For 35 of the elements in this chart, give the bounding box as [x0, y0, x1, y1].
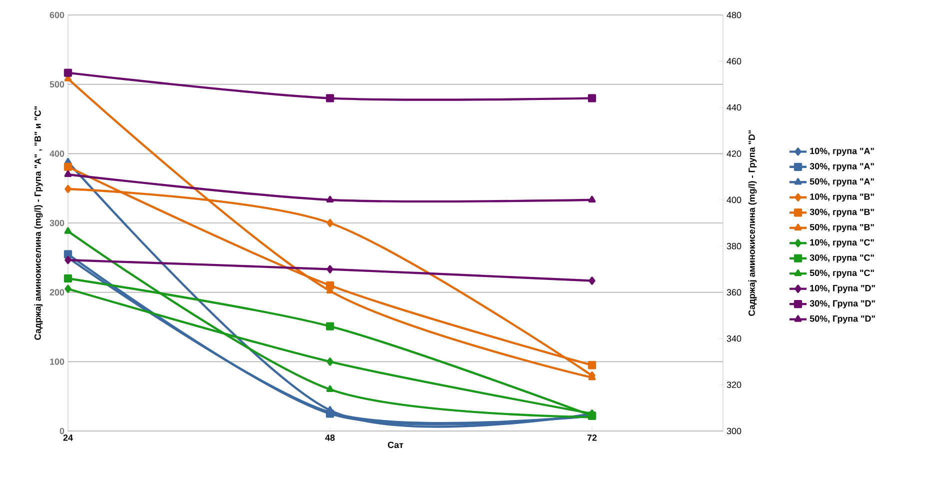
- y-tick-label: 200: [50, 289, 64, 296]
- x-axis-title: Сат: [388, 442, 404, 448]
- legend-label: 50%, група "A": [810, 178, 874, 186]
- y-tick-label: 300: [50, 220, 64, 226]
- y-tick-label: 400: [50, 150, 64, 157]
- legend-label: 10%, група "A": [810, 148, 874, 156]
- x-tick-label: 24: [63, 434, 73, 441]
- x-tick-label: 72: [587, 434, 597, 441]
- y2-tick-label: 340: [726, 335, 742, 342]
- y2-tick-label: 440: [726, 104, 742, 111]
- legend-label: 30%, група "B": [810, 208, 874, 217]
- legend-label: 10%, Група "D": [810, 284, 875, 294]
- y2-tick-label: 460: [726, 58, 742, 64]
- legend-label: 50%, група "C": [810, 270, 874, 278]
- y2-tick-label: 420: [726, 150, 742, 157]
- legend-label: 30%, група "A": [810, 163, 874, 172]
- y2-axis-title: Садржај аминокиселина (mg/l) - Група "D": [748, 130, 757, 316]
- legend-label: 50%, група "B": [810, 224, 874, 232]
- legend-label: 10%, група "B": [810, 194, 874, 202]
- y2-tick-label: 360: [726, 289, 742, 296]
- y2-tick-label: 380: [726, 242, 742, 250]
- y2-tick-label: 480: [726, 12, 742, 18]
- y-tick-label: 500: [50, 81, 64, 88]
- y-axis-title: Садржај аминокиселина (mg/l) - Група "A" , "B" и "C": [34, 106, 43, 340]
- y-tick-label: 0: [60, 428, 64, 434]
- legend-label: 30%, Група "D": [810, 300, 875, 308]
- y-tick-label: 600: [50, 12, 64, 18]
- y2-tick-label: 320: [726, 382, 742, 388]
- y-tick-label: 100: [50, 358, 64, 365]
- x-tick-label: 48: [325, 434, 335, 441]
- legend-label: 30%, група "C": [810, 254, 874, 263]
- legend-label: 50%, Група "D": [810, 315, 875, 324]
- y2-tick-label: 300: [726, 428, 742, 434]
- y2-tick-label: 400: [726, 196, 742, 204]
- legend-label: 10%, група "C": [810, 239, 874, 248]
